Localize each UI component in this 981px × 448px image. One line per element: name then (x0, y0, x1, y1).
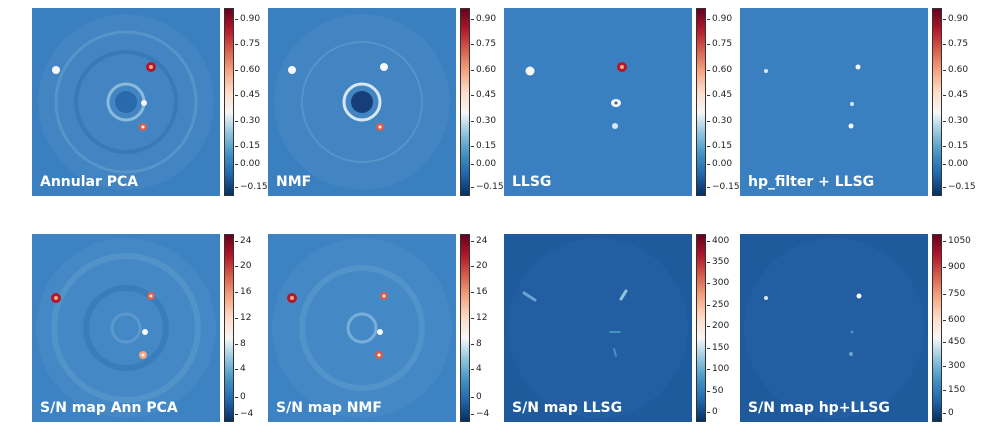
tick-label: 900 (942, 262, 966, 272)
colorbar-sn-llsg (696, 234, 706, 422)
annular-pca-image (32, 8, 220, 196)
tick-label: 1050 (943, 236, 971, 246)
tick-label: 0.30 (234, 116, 261, 126)
tick-label: 200 (706, 321, 730, 331)
panel-label: Annular PCA (40, 174, 139, 190)
tick-label: 12 (470, 313, 488, 323)
colorbar-hp-filter-llsg (932, 8, 942, 196)
colorbar-sn-hp-llsg (932, 234, 942, 422)
tick-label: 8 (235, 339, 246, 349)
colorbar-sn-nmf (460, 234, 470, 422)
tick-label: 4 (471, 364, 482, 374)
panel-sn-llsg: S/N map LLSG (504, 234, 692, 422)
hp-filter-llsg-image (740, 8, 928, 196)
panel-label: hp_filter + LLSG (748, 174, 875, 190)
tick-label: 750 (942, 289, 966, 299)
panel-label: S/N map hp+LLSG (748, 400, 890, 416)
tick-label: 0.45 (234, 90, 261, 100)
tick-label: 0.90 (470, 14, 497, 24)
sn-ann-pca-image (32, 234, 220, 422)
tick-label: 16 (470, 287, 488, 297)
panel-label: S/N map Ann PCA (40, 400, 178, 416)
tick-label: 450 (942, 337, 966, 347)
tick-label: −0.15 (235, 182, 268, 192)
tick-label: 0.75 (706, 39, 733, 49)
tick-label: 0 (471, 392, 482, 402)
tick-label: 0.90 (706, 14, 733, 24)
tick-label: 250 (706, 300, 730, 310)
colorbar-nmf (460, 8, 470, 196)
tick-label: 0.60 (942, 65, 969, 75)
tick-label: 0.75 (942, 39, 969, 49)
tick-label: 0.90 (942, 14, 969, 24)
tick-label: 0.90 (234, 14, 261, 24)
panel-sn-hp-llsg: S/N map hp+LLSG (740, 234, 928, 422)
tick-label: 24 (234, 236, 252, 246)
tick-label: 0.75 (470, 39, 497, 49)
tick-label: 12 (234, 313, 252, 323)
tick-label: 0.45 (706, 90, 733, 100)
tick-label: 150 (942, 385, 966, 395)
tick-label: −4 (470, 409, 490, 419)
panel-sn-nmf: S/N map NMF (268, 234, 456, 422)
panel-label: NMF (276, 174, 312, 190)
panel-label: S/N map LLSG (512, 400, 623, 416)
colorbar-annular-pca (224, 8, 234, 196)
tick-label: 400 (706, 236, 730, 246)
tick-label: 8 (471, 339, 482, 349)
tick-label: 100 (706, 364, 730, 374)
tick-label: −0.15 (707, 182, 740, 192)
tick-label: 0.15 (234, 141, 261, 151)
tick-label: 0.60 (470, 65, 497, 75)
sn-nmf-image (268, 234, 456, 422)
tick-label: 0.15 (706, 141, 733, 151)
panel-llsg: LLSG (504, 8, 692, 196)
tick-label: −4 (234, 409, 254, 419)
tick-label: 0.00 (234, 159, 261, 169)
tick-label: 0.60 (234, 65, 261, 75)
tick-label: 0.15 (942, 141, 969, 151)
nmf-image (268, 8, 456, 196)
tick-label: 50 (706, 386, 724, 396)
tick-label: 16 (234, 287, 252, 297)
tick-label: 0 (943, 408, 954, 418)
tick-label: 0.00 (706, 159, 733, 169)
colorbar-sn-ann-pca (224, 234, 234, 422)
tick-label: 350 (706, 257, 730, 267)
panel-hp-filter-llsg: hp_filter + LLSG (740, 8, 928, 196)
panel-sn-ann-pca: S/N map Ann PCA (32, 234, 220, 422)
tick-label: 0 (707, 407, 718, 417)
tick-label: 0.30 (942, 116, 969, 126)
panel-label: S/N map NMF (276, 400, 382, 416)
tick-label: 0.30 (470, 116, 497, 126)
tick-label: 0.45 (942, 90, 969, 100)
tick-label: 24 (470, 236, 488, 246)
panel-label: LLSG (512, 174, 552, 190)
tick-label: 20 (234, 261, 252, 271)
tick-label: 300 (706, 278, 730, 288)
tick-label: 20 (470, 261, 488, 271)
tick-label: 0.15 (470, 141, 497, 151)
panel-nmf: NMF (268, 8, 456, 196)
tick-label: 0.75 (234, 39, 261, 49)
tick-label: 0.00 (942, 159, 969, 169)
panel-annular-pca: Annular PCA (32, 8, 220, 196)
llsg-image (504, 8, 692, 196)
colorbar-llsg (696, 8, 706, 196)
tick-label: 600 (942, 315, 966, 325)
tick-label: −0.15 (471, 182, 504, 192)
tick-label: −0.15 (943, 182, 976, 192)
tick-label: 0.60 (706, 65, 733, 75)
tick-label: 300 (942, 361, 966, 371)
sn-llsg-image (504, 234, 692, 422)
tick-label: 4 (235, 364, 246, 374)
tick-label: 150 (706, 343, 730, 353)
tick-label: 0.30 (706, 116, 733, 126)
tick-label: 0.45 (470, 90, 497, 100)
tick-label: 0 (235, 392, 246, 402)
tick-label: 0.00 (470, 159, 497, 169)
sn-hp-llsg-image (740, 234, 928, 422)
